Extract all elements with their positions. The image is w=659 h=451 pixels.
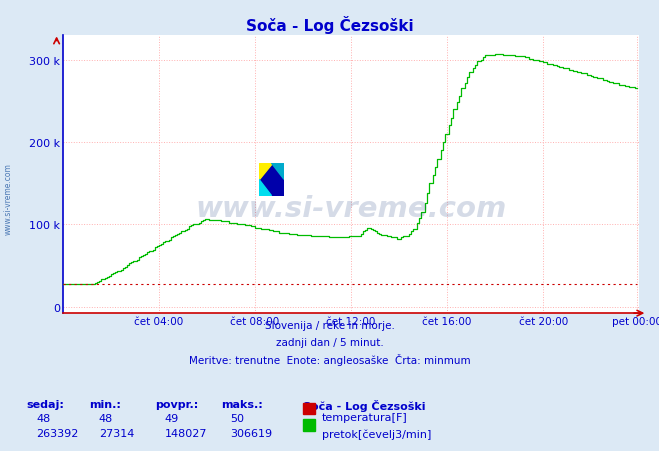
- Text: sedaj:: sedaj:: [26, 399, 64, 409]
- Polygon shape: [259, 180, 272, 196]
- Text: min.:: min.:: [89, 399, 121, 409]
- Text: 49: 49: [165, 413, 179, 423]
- Polygon shape: [272, 164, 284, 180]
- Text: Slovenija / reke in morje.: Slovenija / reke in morje.: [264, 320, 395, 330]
- Text: maks.:: maks.:: [221, 399, 262, 409]
- Text: www.si-vreme.com: www.si-vreme.com: [3, 162, 13, 235]
- Text: 263392: 263392: [36, 428, 78, 438]
- Text: pretok[čevelj3/min]: pretok[čevelj3/min]: [322, 428, 431, 439]
- Text: Meritve: trenutne  Enote: angleosaške  Črta: minmum: Meritve: trenutne Enote: angleosaške Črt…: [188, 354, 471, 366]
- Text: www.si-vreme.com: www.si-vreme.com: [195, 194, 507, 222]
- Text: 148027: 148027: [165, 428, 207, 438]
- Text: 306619: 306619: [231, 428, 273, 438]
- Text: 27314: 27314: [99, 428, 134, 438]
- Text: povpr.:: povpr.:: [155, 399, 198, 409]
- Text: Soča - Log Čezsoški: Soča - Log Čezsoški: [303, 399, 426, 411]
- Text: 50: 50: [231, 413, 244, 423]
- Text: Soča - Log Čezsoški: Soča - Log Čezsoški: [246, 16, 413, 34]
- Polygon shape: [259, 164, 272, 180]
- Polygon shape: [259, 164, 284, 196]
- Text: 48: 48: [36, 413, 51, 423]
- Text: 48: 48: [99, 413, 113, 423]
- Text: temperatura[F]: temperatura[F]: [322, 412, 407, 422]
- Text: zadnji dan / 5 minut.: zadnji dan / 5 minut.: [275, 337, 384, 347]
